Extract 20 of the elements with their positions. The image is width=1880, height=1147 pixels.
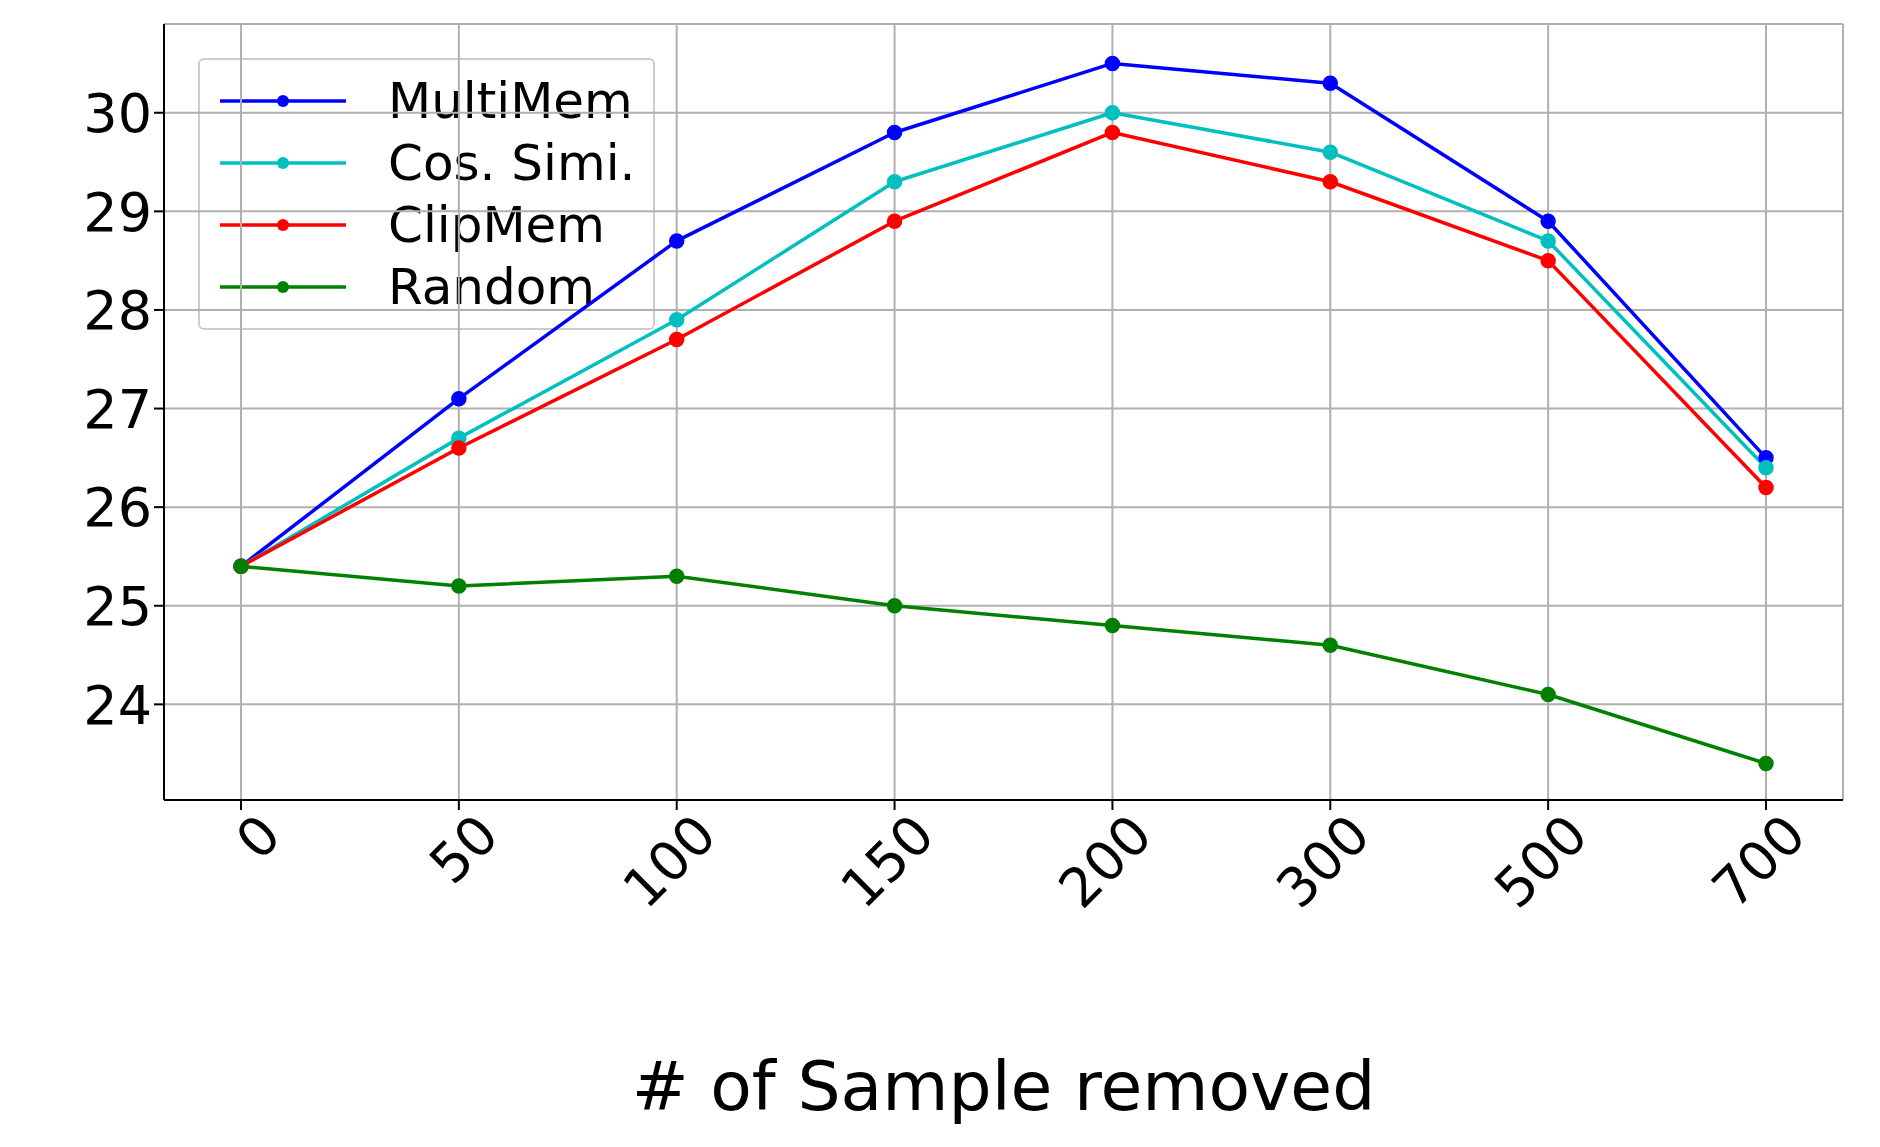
x-tick-label: 50: [417, 802, 511, 896]
y-tick-label: 28: [83, 279, 152, 343]
x-tick-label: 100: [610, 802, 729, 921]
legend-label: MultiMem: [388, 72, 633, 130]
y-tick-label: 29: [83, 180, 152, 244]
x-tick-label: 700: [1700, 802, 1818, 921]
y-tick-label: 25: [83, 574, 152, 638]
y-tick-label: 27: [83, 377, 152, 441]
legend-label: ClipMem: [388, 196, 606, 254]
x-tick-label: 500: [1482, 802, 1600, 921]
x-axis-title: # of Sample removed: [631, 1047, 1376, 1126]
x-tick-label: 0: [223, 802, 293, 872]
legend-label: Cos. Simi.: [388, 134, 636, 192]
x-tick-label: 150: [828, 802, 947, 921]
x-tick-label: 300: [1264, 802, 1382, 921]
y-tick-label: 30: [83, 81, 152, 145]
legend-label: Random: [388, 258, 596, 316]
y-tick-label: 24: [83, 673, 152, 737]
x-tick-label: 200: [1046, 802, 1165, 921]
y-tick-label: 26: [83, 476, 152, 540]
